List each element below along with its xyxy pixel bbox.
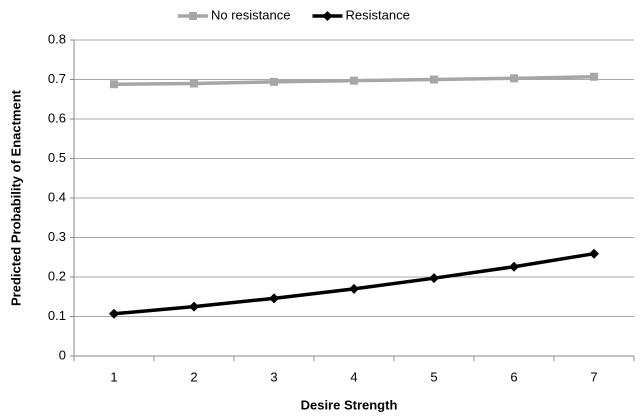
point: [429, 273, 439, 284]
point: [589, 248, 599, 259]
legend-marker: [322, 11, 333, 21]
x-tick-label: 7: [590, 369, 597, 384]
point: [510, 74, 518, 83]
x-tick-label: 1: [110, 369, 117, 384]
point: [349, 283, 359, 294]
x-tick-label: 6: [510, 369, 517, 384]
y-tick-label: 0.7: [48, 71, 66, 86]
point: [109, 308, 119, 319]
point: [190, 79, 198, 88]
y-tick-label: 0.1: [48, 308, 66, 323]
x-axis-label: Desire Strength: [301, 397, 398, 412]
point: [509, 261, 519, 272]
x-tick-label: 5: [430, 369, 437, 384]
point: [189, 301, 199, 312]
y-tick-label: 0.2: [48, 268, 66, 283]
x-tick-label: 4: [350, 369, 357, 384]
point: [269, 293, 279, 304]
legend-label: Resistance: [345, 7, 409, 22]
point: [270, 77, 278, 86]
y-axis-label: Predicted Probability of Enactment: [8, 89, 23, 306]
y-tick-label: 0.5: [48, 150, 66, 165]
y-tick-label: 0.6: [48, 110, 66, 125]
point: [110, 80, 118, 89]
y-tick-label: 0.8: [48, 31, 66, 46]
y-tick-label: 0: [59, 347, 66, 362]
point: [430, 75, 438, 84]
x-tick-label: 2: [190, 369, 197, 384]
y-tick-label: 0.3: [48, 229, 66, 244]
series-line: [113, 251, 595, 316]
x-tick-label: 3: [270, 369, 277, 384]
legend-marker: [189, 12, 197, 20]
y-tick-label: 0.4: [48, 189, 66, 204]
point: [590, 72, 598, 81]
legend-label: No resistance: [211, 7, 290, 22]
point: [350, 76, 358, 85]
